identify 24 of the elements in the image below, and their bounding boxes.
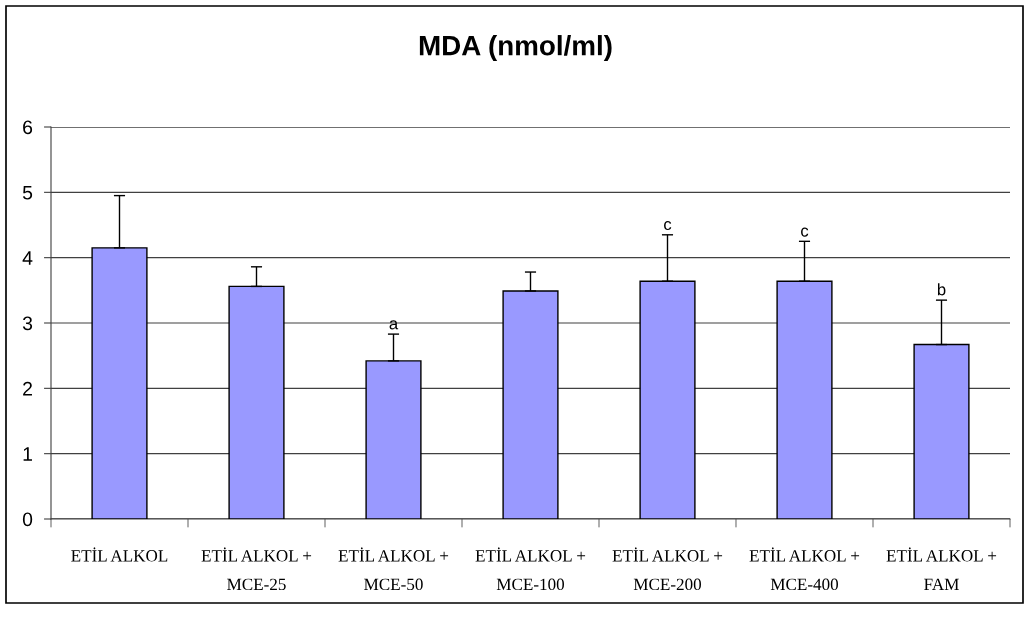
y-tick-label: 0 — [22, 512, 33, 527]
data-label: c — [664, 220, 672, 231]
x-tick-label: ETİL ALKOL + MCE-400 — [749, 547, 860, 591]
bar — [502, 290, 559, 519]
y-tick-label: 6 — [23, 120, 33, 135]
bar — [91, 247, 148, 519]
data-label: b — [937, 283, 946, 296]
x-tick-label: ETİL ALKOL + FAM — [886, 547, 997, 590]
x-tick-label: ETİL ALKOL — [71, 547, 168, 562]
x-tick-label: ETİL ALKOL + MCE-50 — [338, 547, 449, 591]
y-tick-label: 5 — [22, 186, 33, 200]
bar — [365, 360, 422, 519]
y-tick-label: 3 — [22, 316, 33, 331]
x-tick-label: ETİL ALKOL + MCE-100 — [475, 547, 586, 591]
y-tick-label: 4 — [22, 251, 33, 265]
bar — [639, 280, 696, 519]
data-label: a — [389, 320, 399, 330]
data-label: c — [801, 227, 809, 237]
y-tick-label: 1 — [23, 447, 32, 461]
y-tick-label: 2 — [23, 381, 32, 396]
x-tick-label: ETİL ALKOL + MCE-200 — [612, 547, 723, 591]
x-tick-label: ETİL ALKOL + MCE-25 — [201, 547, 312, 591]
chart-title: MDA (nmol/ml) — [419, 35, 612, 61]
bar — [776, 280, 833, 519]
